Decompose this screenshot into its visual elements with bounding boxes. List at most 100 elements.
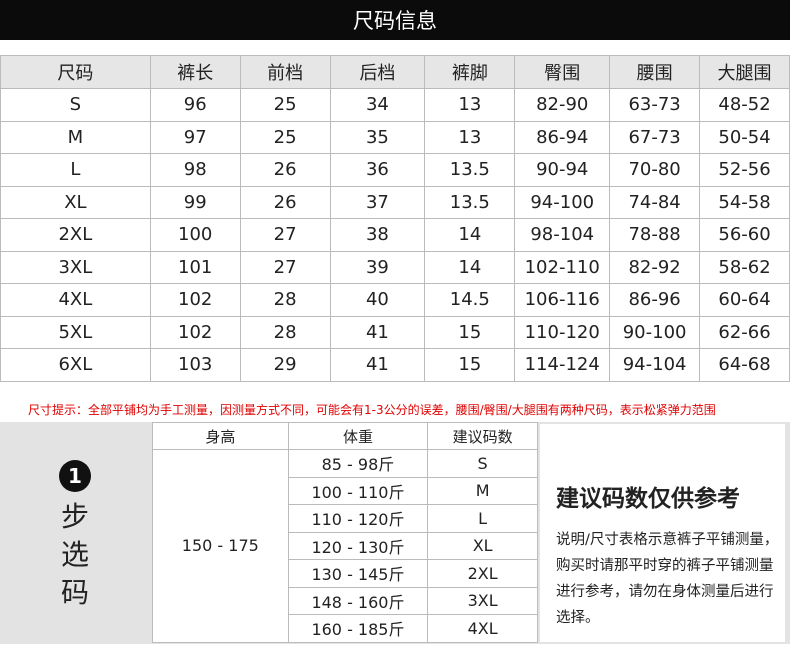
table-cell: 48-52 bbox=[699, 88, 790, 122]
table-cell: 78-88 bbox=[609, 218, 701, 252]
table-row: XL 99 26 37 13.5 94-100 74-84 54-58 bbox=[0, 185, 790, 219]
column-header: 腰围 bbox=[609, 55, 701, 89]
table-cell: 13 bbox=[424, 88, 516, 122]
table-cell: 34 bbox=[329, 88, 426, 122]
height-range-cell: 150 - 175 bbox=[152, 449, 289, 643]
table-row: 3XL 101 27 39 14 102-110 82-92 58-62 bbox=[0, 250, 790, 284]
column-header: 建议码数 bbox=[427, 422, 538, 450]
table-row: 4XL 102 28 40 14.5 106-116 86-96 60-64 bbox=[0, 283, 790, 317]
step-label: 1 步 选 码 bbox=[0, 422, 150, 644]
table-cell: 94-104 bbox=[609, 348, 701, 382]
column-header: 尺码 bbox=[0, 55, 151, 89]
table-row: 160 - 185斤 4XL bbox=[153, 614, 538, 643]
step-char: 步 bbox=[60, 500, 89, 533]
recommend-table: 身高 体重 建议码数 150 - 175 85 - 98斤 S 100 - 110斤 M 110… bbox=[152, 422, 538, 643]
table-cell: 36 bbox=[329, 153, 426, 187]
table-cell: 90-100 bbox=[609, 315, 701, 349]
column-header: 裤长 bbox=[149, 55, 241, 89]
page-title: 尺码信息 bbox=[0, 0, 790, 40]
table-row: 110 - 120斤 L bbox=[153, 504, 538, 533]
size-cell: L bbox=[427, 504, 538, 533]
table-cell: M bbox=[0, 120, 151, 154]
table-cell: 14 bbox=[424, 218, 516, 252]
table-cell: 102 bbox=[149, 315, 241, 349]
note-heading: 建议码数仅供参考 bbox=[556, 486, 740, 512]
table-row: 150 - 175 85 - 98斤 S bbox=[152, 449, 538, 643]
weight-cell: 85 - 98斤 bbox=[287, 449, 429, 478]
table-cell: 74-84 bbox=[609, 185, 701, 219]
weight-cell: 160 - 185斤 bbox=[287, 614, 429, 643]
table-row: 2XL 100 27 38 14 98-104 78-88 56-60 bbox=[0, 218, 790, 252]
table-cell: 63-73 bbox=[609, 88, 701, 122]
table-cell: 97 bbox=[149, 120, 241, 154]
table-cell: 60-64 bbox=[699, 283, 790, 317]
table-cell: S bbox=[0, 88, 151, 122]
table-row: 100 - 110斤 M bbox=[153, 476, 538, 505]
table-cell: 41 bbox=[329, 348, 426, 382]
table-cell: 86-94 bbox=[514, 120, 611, 154]
table-cell: 13.5 bbox=[424, 153, 516, 187]
table-cell: 14.5 bbox=[424, 283, 516, 317]
column-header: 前档 bbox=[239, 55, 331, 89]
table-cell: 28 bbox=[239, 283, 331, 317]
table-cell: 102-110 bbox=[514, 250, 611, 284]
table-cell: 41 bbox=[329, 315, 426, 349]
table-cell: 54-58 bbox=[699, 185, 790, 219]
table-cell: XL bbox=[0, 185, 151, 219]
table-cell: 70-80 bbox=[609, 153, 701, 187]
table-cell: L bbox=[0, 153, 151, 187]
table-cell: 94-100 bbox=[514, 185, 611, 219]
column-header: 裤脚 bbox=[424, 55, 516, 89]
table-cell: 2XL bbox=[0, 218, 151, 252]
size-table: 尺码 裤长 前档 后档 裤脚 臀围 腰围 大腿围 S 96 25 34 13 82-90 63-73 48-5… bbox=[0, 55, 790, 382]
table-row: L 98 26 36 13.5 90-94 70-80 52-56 bbox=[0, 153, 790, 187]
column-header: 大腿围 bbox=[699, 55, 790, 89]
table-cell: 58-62 bbox=[699, 250, 790, 284]
table-cell: 25 bbox=[239, 88, 331, 122]
table-cell: 100 bbox=[149, 218, 241, 252]
table-cell: 13 bbox=[424, 120, 516, 154]
table-row: S 96 25 34 13 82-90 63-73 48-52 bbox=[0, 88, 790, 122]
table-cell: 101 bbox=[149, 250, 241, 284]
weight-cell: 100 - 110斤 bbox=[287, 476, 429, 505]
table-cell: 28 bbox=[239, 315, 331, 349]
size-cell: 2XL bbox=[427, 559, 538, 588]
table-cell: 86-96 bbox=[609, 283, 701, 317]
table-cell: 3XL bbox=[0, 250, 151, 284]
weight-cell: 148 - 160斤 bbox=[287, 586, 429, 615]
size-cell: S bbox=[427, 449, 538, 478]
weight-cell: 130 - 145斤 bbox=[287, 559, 429, 588]
table-cell: 35 bbox=[329, 120, 426, 154]
size-cell: XL bbox=[427, 531, 538, 560]
table-cell: 98-104 bbox=[514, 218, 611, 252]
header-row: 尺码 裤长 前档 后档 裤脚 臀围 腰围 大腿围 bbox=[0, 55, 790, 89]
table-cell: 25 bbox=[239, 120, 331, 154]
column-header: 后档 bbox=[329, 55, 426, 89]
table-cell: 4XL bbox=[0, 283, 151, 317]
column-header: 体重 bbox=[287, 422, 429, 450]
size-cell: M bbox=[427, 476, 538, 505]
table-cell: 15 bbox=[424, 315, 516, 349]
table-cell: 103 bbox=[149, 348, 241, 382]
table-cell: 13.5 bbox=[424, 185, 516, 219]
size-cell: 4XL bbox=[427, 614, 538, 643]
table-cell: 90-94 bbox=[514, 153, 611, 187]
table-cell: 29 bbox=[239, 348, 331, 382]
table-cell: 6XL bbox=[0, 348, 151, 382]
header-row: 身高 体重 建议码数 bbox=[152, 422, 538, 450]
note-box: 建议码数仅供参考 说明/尺寸表格示意裤子平铺测量，购买时请那平时穿的裤子平铺测量… bbox=[540, 424, 785, 642]
table-cell: 52-56 bbox=[699, 153, 790, 187]
table-cell: 15 bbox=[424, 348, 516, 382]
table-row: 130 - 145斤 2XL bbox=[153, 559, 538, 588]
table-cell: 64-68 bbox=[699, 348, 790, 382]
table-cell: 98 bbox=[149, 153, 241, 187]
table-cell: 26 bbox=[239, 153, 331, 187]
step-char: 码 bbox=[60, 576, 89, 609]
table-row: 120 - 130斤 XL bbox=[153, 531, 538, 560]
note-text: 说明/尺寸表格示意裤子平铺测量，购买时请那平时穿的裤子平铺测量进行参考，请勿在身… bbox=[556, 532, 779, 626]
step-char: 选 bbox=[60, 538, 89, 571]
recommend-section: 1 步 选 码 身高 体重 建议码数 150 - 175 85 - 98斤 S 100 - … bbox=[0, 422, 790, 644]
table-row: M 97 25 35 13 86-94 67-73 50-54 bbox=[0, 120, 790, 154]
weight-cell: 120 - 130斤 bbox=[287, 531, 429, 560]
table-cell: 27 bbox=[239, 250, 331, 284]
